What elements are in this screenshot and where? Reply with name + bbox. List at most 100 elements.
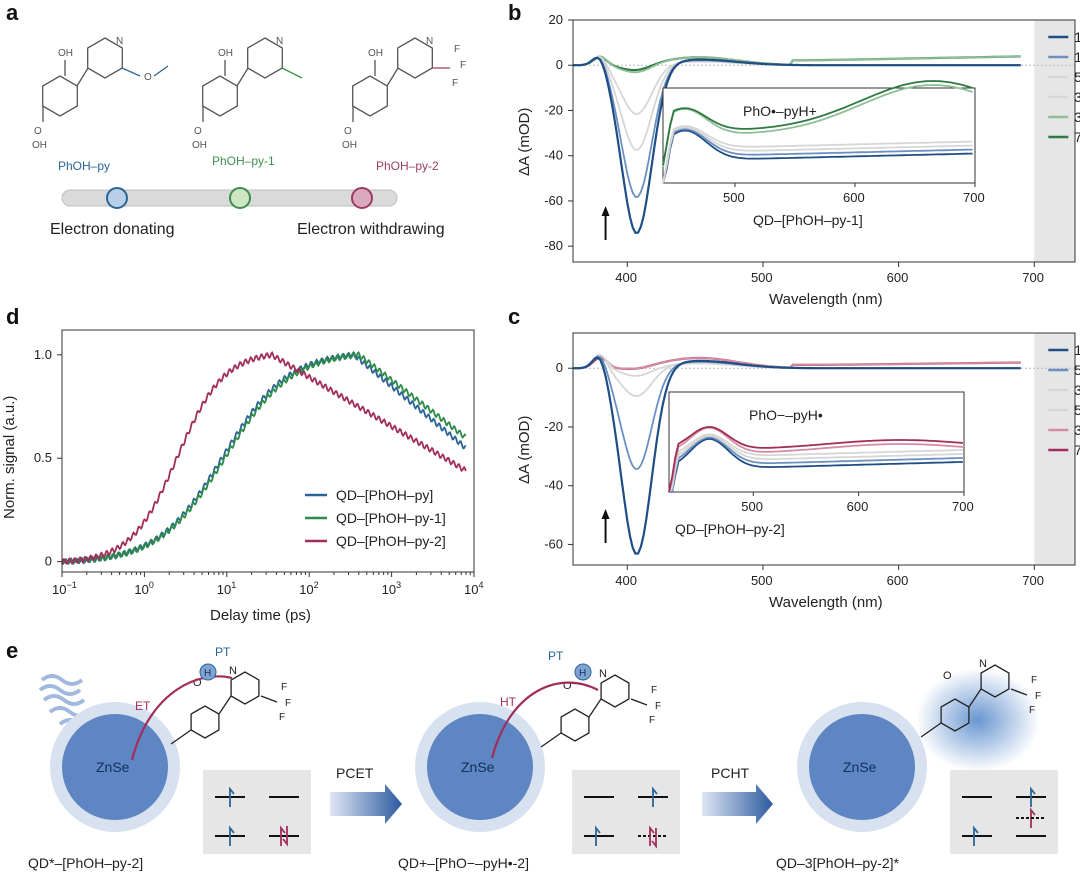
molecule-1: OH O OH N O: [32, 36, 169, 151]
chart-d: 10−1 100 101 102 103 104 0 0.5 1.0 Delay time (ps…: [1, 329, 483, 624]
legend-shade: [1034, 20, 1075, 262]
x-axis-label: Wavelength (nm): [769, 594, 883, 611]
cf3-bond: [260, 695, 278, 703]
caption-state-2: QD+–[PhO−–pyH•-2]: [398, 855, 529, 871]
carboxylate-bond: [540, 732, 562, 748]
ring-bond: [218, 695, 232, 715]
light-wave-icon: [38, 674, 102, 730]
spin-up-icon: [229, 825, 235, 846]
circle-phoh-py: [106, 187, 128, 209]
inset-x-tick-label: 500: [723, 190, 745, 205]
y-tick-label: 0.5: [34, 450, 52, 465]
spin-up-icon: [595, 825, 601, 846]
ring-bond: [968, 688, 982, 708]
label-phoh-py: PhOH–py: [58, 159, 110, 173]
ht-label: HT: [500, 695, 517, 709]
spin-up-icon: [652, 786, 658, 807]
x-tick-label: 400: [615, 270, 637, 285]
spin-down-icon: [651, 828, 657, 849]
x-tick-label: 700: [1022, 270, 1044, 285]
pcht-arrow: [702, 784, 773, 824]
ring-bond: [386, 67, 399, 87]
carboxylate-bond: [170, 729, 192, 745]
plot-frame: [572, 19, 1076, 263]
proton-label-1: H: [204, 668, 211, 679]
proton-label-2: H: [579, 668, 586, 679]
inset-x-tick-label: 700: [952, 499, 974, 514]
ring-bond: [236, 67, 249, 87]
f-label: F: [1031, 675, 1037, 686]
legend-label: 500 ps: [1074, 402, 1080, 418]
legend-label: 10 ps: [1074, 49, 1080, 65]
f-label: F: [649, 715, 655, 726]
spin-up-icon: [229, 786, 235, 807]
x-tick-label: 103: [382, 580, 401, 597]
inset-series-5: [668, 426, 963, 493]
series-line-1: [573, 356, 1021, 555]
y-tick-label: -80: [544, 238, 563, 253]
y-tick-label: -60: [544, 193, 563, 208]
scheme-molecule-1: NO FFF: [170, 665, 291, 745]
chart-c: 400 500 600 700 0 -20 -40 -60 Wavelength (nm) ΔA …: [516, 332, 1080, 611]
et-label: ET: [135, 699, 151, 713]
carboxylate-bond: [920, 722, 942, 738]
phenol-ring: [202, 75, 238, 117]
legend-label: QD–[PhOH–py-2]: [336, 533, 446, 549]
carboxyl-o-label: O: [344, 126, 352, 137]
x-tick-label: 500: [751, 573, 773, 588]
oh-atom-label: OH: [58, 48, 73, 59]
panel-label-c: c: [508, 304, 520, 329]
legend-label: 1 ps: [1074, 29, 1080, 45]
legend-label: QD–[PhOH–py-1]: [336, 510, 446, 526]
plot-frame: [61, 329, 475, 573]
phenol-ring: [940, 698, 970, 732]
cf3-bond: [630, 698, 648, 706]
spin-up-icon: [1030, 786, 1036, 807]
inset-x-tick-label: 600: [847, 499, 869, 514]
methoxy-o-label: O: [144, 72, 152, 83]
pyridine-ring: [600, 674, 630, 708]
y-axis-label: ΔA (mOD): [516, 416, 533, 484]
cf3-bond: [1010, 688, 1028, 696]
series-line-5: [573, 355, 1021, 370]
panel-label-a: a: [6, 0, 19, 25]
x-tick-label: 101: [217, 580, 236, 597]
carboxyl-oh-label: OH: [342, 140, 357, 151]
series-line-5: [573, 55, 1021, 74]
trend-arrow-head: [601, 509, 610, 519]
qd-core-1: [62, 714, 168, 820]
pyridine-ring: [230, 671, 260, 705]
x-tick-label: 600: [887, 573, 909, 588]
nitrogen-label: N: [599, 668, 607, 680]
legend-label: 5 ps: [1074, 362, 1080, 378]
legend-label: 7 ns: [1074, 442, 1080, 458]
y-tick-label: -40: [544, 478, 563, 493]
znse-label-1: ZnSe: [96, 759, 130, 775]
methoxy-bond: [121, 67, 141, 77]
x-axis-label: Delay time (ps): [210, 607, 311, 624]
inset-series-2: [668, 436, 963, 493]
plot-frame: [572, 332, 1076, 566]
electron-donating-label: Electron donating: [50, 221, 175, 238]
f-label: F: [454, 44, 460, 55]
chart-caption: QD–[PhOH–py-1]: [753, 212, 863, 228]
inset-series-6: [668, 425, 963, 493]
proton-2: [574, 663, 592, 681]
qd-core-3: [809, 714, 915, 820]
y-tick-label: -20: [544, 419, 563, 434]
f-label: F: [279, 712, 285, 723]
methyl-bond: [153, 65, 169, 77]
phenol-ring: [190, 705, 220, 739]
x-tick-label: 500: [751, 270, 773, 285]
caption-state-3: QD–3[PhOH–py-2]*: [776, 855, 899, 871]
series-line-1: [573, 56, 1021, 234]
inset-x-tick-label: 500: [741, 499, 763, 514]
inset-series-2: [662, 128, 973, 184]
substituent-scale: PhOH–py PhOH–py-1 PhOH–py-2 Electron don…: [50, 154, 445, 238]
pcet-label: PCET: [336, 765, 374, 781]
kinetics-line-3: [61, 351, 467, 565]
circle-phoh-py-2: [351, 187, 373, 209]
